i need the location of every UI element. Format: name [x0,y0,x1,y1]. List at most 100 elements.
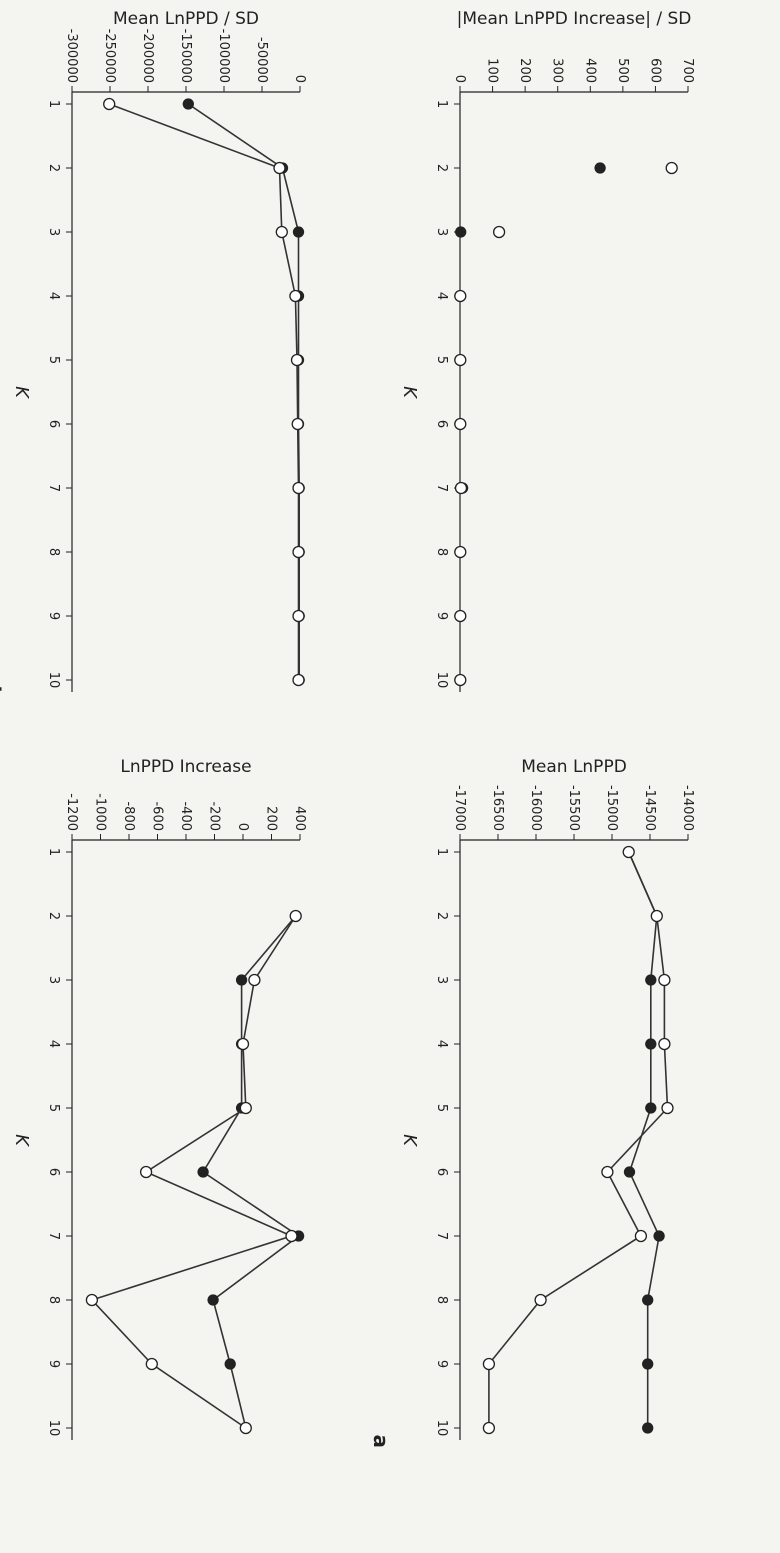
data-point-open [634,1229,648,1243]
panel-d: 1 2 3 4 5 6 7 8 9 10 0 100 200 300 400 500 600 700 K |Mean … [378,0,718,710]
data-point-filled [197,1166,209,1178]
y-axis-title: |Mean LnPPD Increase| / SD [457,9,692,29]
series-line-open [488,851,669,1428]
data-point-open [285,1229,298,1243]
x-tick-label: 6 [46,1168,61,1176]
x-tick-label: 5 [46,1104,61,1112]
x-tick-label: 10 [46,672,61,689]
y-tick-label: -14500 [642,785,657,831]
x-tick-label: 9 [46,612,61,620]
y-tick-label: 0 [235,823,250,831]
data-point-open [292,609,305,623]
series-line-open [108,103,300,680]
panel-letter: c [0,1436,5,1448]
data-point-filled [224,1358,236,1370]
data-point-open [454,673,467,687]
x-tick-label: 4 [434,292,449,300]
x-tick-label: 3 [434,228,449,236]
y-tick-label: 400 [292,806,307,831]
data-point-open [658,1037,671,1051]
data-point-open [275,225,288,239]
chart-a-svg: 1 2 3 4 5 6 7 8 9 10 -14000 -14500 -15000 -15500 -1600… [369,757,695,1448]
y-tick-label: -17000 [452,785,467,831]
y-tick-label: 700 [680,58,695,83]
data-point-open [454,417,467,431]
x-tick-label: 4 [46,1040,61,1048]
x-tick-label: 3 [434,976,449,984]
x-tick-label: 2 [46,912,61,920]
y-tick-label: -200 [207,801,222,831]
y-tick-label: -250000 [102,29,117,83]
y-tick-label: -150000 [178,29,193,83]
x-tick-label: 9 [434,612,449,620]
x-tick-label: 3 [46,228,61,236]
series-line-filled [627,851,660,1428]
x-tick-label: 2 [434,164,449,172]
y-tick-label: -400 [178,801,193,831]
data-point-open [145,1357,158,1371]
x-tick-label: 6 [434,420,449,428]
data-point-open [290,353,304,367]
y-axis-title: Mean LnPPD / SD [113,9,259,29]
data-point-filled [182,98,194,110]
x-tick-label: 1 [434,100,449,108]
data-point-filled [594,162,606,174]
y-tick-label: -15500 [566,785,581,831]
data-point-open [482,1421,496,1435]
x-tick-label: 7 [46,1232,61,1240]
data-point-open [289,909,302,923]
data-point-open [292,481,305,495]
data-point-open [239,1421,252,1435]
data-point-filled [623,1166,636,1178]
y-tick-label: -1200 [64,793,79,831]
x-tick-label: 2 [434,912,449,920]
x-axis-title: K [11,386,32,399]
panel-letter: b [0,686,5,700]
data-point-filled [645,974,657,986]
x-tick-label: 5 [434,1104,449,1112]
y-tick-label: -600 [150,801,165,831]
y-tick-label: -100000 [216,29,231,83]
y-tick-label: -50000 [254,37,269,83]
x-tick-label: 9 [434,1360,449,1368]
data-point-open [601,1165,614,1179]
data-point-open [85,1293,99,1307]
x-tick-label: 9 [46,1360,61,1368]
data-point-open [661,1101,674,1115]
y-tick-label: 200 [264,806,279,831]
x-tick-label: 6 [46,420,61,428]
data-point-filled [653,1230,665,1242]
data-point-open [292,545,305,559]
panel-c: 1 2 3 4 5 6 7 8 9 10 400 200 0 -200 -400 -600 -800 -1000-… [0,748,330,1458]
y-tick-label: -300000 [64,29,79,83]
data-point-open [658,973,671,987]
data-point-open [482,1357,496,1371]
data-point-open [454,481,468,495]
series-line-open [90,915,297,1429]
series-line-filled [187,103,300,680]
data-point-filled [645,1102,657,1114]
y-tick-label: 600 [647,58,662,83]
x-tick-label: 4 [46,292,61,300]
y-tick-label: 500 [615,58,630,83]
data-point-open [248,973,261,987]
data-point-filled [645,1038,657,1050]
chart-b-svg: 1 2 3 4 5 6 7 8 9 10 0 -50000 -100000 -150000 -200000 -… [0,9,307,700]
data-point-open [665,161,678,175]
y-tick-label: -200000 [140,29,155,83]
series-line-filled [202,915,300,1429]
data-point-filled [292,226,305,238]
y-tick-label: 100 [485,58,500,83]
x-axis-title: K [399,386,420,399]
x-tick-label: 1 [46,848,61,856]
x-tick-label: 7 [434,1232,449,1240]
y-tick-label: -16500 [490,785,505,831]
x-tick-label: 10 [434,672,449,689]
x-tick-label: 10 [46,1420,61,1437]
data-point-open [289,289,302,303]
x-tick-label: 8 [46,548,61,556]
x-tick-label: 7 [434,484,449,492]
y-tick-label: -16000 [528,785,543,831]
data-point-open [454,545,467,559]
